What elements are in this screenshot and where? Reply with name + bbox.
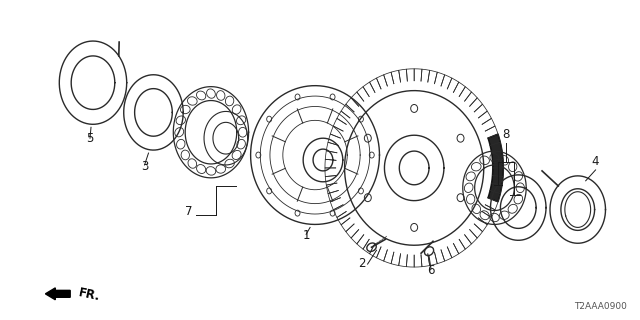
Text: 8: 8 <box>502 128 510 141</box>
Text: 3: 3 <box>141 160 148 173</box>
Text: 7: 7 <box>186 204 193 218</box>
Text: FR.: FR. <box>77 286 101 303</box>
Text: 4: 4 <box>592 155 599 168</box>
Text: T2AAA0900: T2AAA0900 <box>575 302 627 311</box>
Text: 2: 2 <box>358 257 365 270</box>
Polygon shape <box>488 134 504 202</box>
Text: 5: 5 <box>86 132 93 145</box>
FancyArrow shape <box>45 288 70 300</box>
Ellipse shape <box>367 243 376 252</box>
Text: 1: 1 <box>302 229 310 242</box>
Text: 6: 6 <box>428 264 435 277</box>
Ellipse shape <box>424 247 434 256</box>
